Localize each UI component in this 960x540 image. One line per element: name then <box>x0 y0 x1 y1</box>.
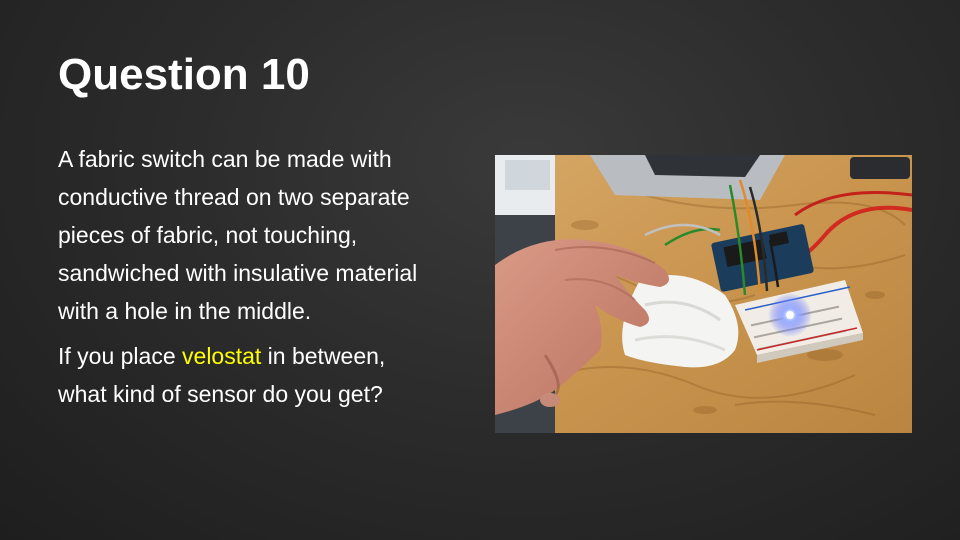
jumper-wires <box>644 179 780 296</box>
paragraph-2-after: in between, what kind of sensor do you g… <box>58 343 386 407</box>
body-paragraph-2: If you place velostat in between, what k… <box>58 337 428 413</box>
paragraph-2-before: If you place <box>58 343 183 369</box>
slide-title: Question 10 <box>58 50 310 99</box>
fabric-sensor-photo <box>495 155 912 433</box>
body-paragraph-1: A fabric switch can be made with conduct… <box>58 146 418 324</box>
phone <box>850 157 910 179</box>
slide-body: A fabric switch can be made with conduct… <box>58 140 428 420</box>
hand <box>495 239 669 415</box>
velostat-highlight: velostat <box>182 343 262 369</box>
laptop <box>590 155 785 200</box>
